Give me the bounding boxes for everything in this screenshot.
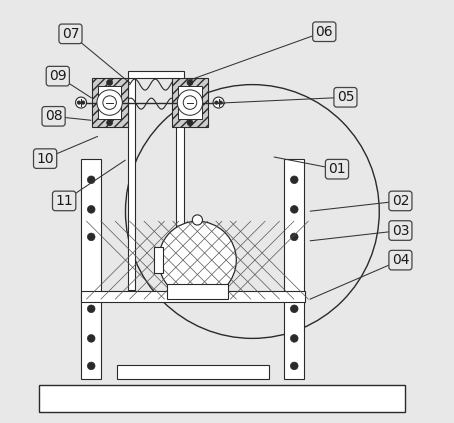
Circle shape — [81, 101, 85, 104]
Text: 01: 01 — [328, 162, 346, 176]
Circle shape — [88, 362, 95, 370]
Text: 04: 04 — [392, 253, 409, 267]
Circle shape — [88, 335, 95, 342]
Circle shape — [97, 90, 122, 115]
Circle shape — [213, 97, 224, 108]
Text: 03: 03 — [392, 223, 409, 238]
Circle shape — [178, 90, 202, 115]
Circle shape — [291, 335, 298, 342]
Circle shape — [187, 120, 193, 126]
Bar — [154, 247, 163, 273]
Bar — [284, 159, 305, 379]
Circle shape — [187, 80, 193, 85]
Bar — [128, 78, 135, 290]
Circle shape — [291, 305, 298, 313]
Circle shape — [291, 176, 298, 184]
Bar — [81, 291, 305, 302]
Bar — [98, 86, 121, 119]
Circle shape — [77, 101, 81, 104]
Bar — [176, 78, 184, 290]
Bar — [81, 159, 101, 379]
Bar — [128, 71, 184, 78]
Text: 07: 07 — [62, 27, 79, 41]
Bar — [117, 365, 269, 379]
Circle shape — [88, 176, 95, 184]
Text: 08: 08 — [45, 109, 62, 124]
Text: 10: 10 — [36, 151, 54, 166]
Text: 05: 05 — [337, 90, 354, 104]
Circle shape — [88, 233, 95, 241]
Circle shape — [192, 215, 202, 225]
Text: 09: 09 — [49, 69, 67, 83]
Circle shape — [183, 96, 197, 110]
Circle shape — [107, 120, 113, 126]
Circle shape — [291, 206, 298, 213]
Circle shape — [107, 80, 113, 85]
Circle shape — [291, 362, 298, 370]
Circle shape — [88, 305, 95, 313]
Circle shape — [75, 97, 87, 108]
Bar — [172, 78, 208, 127]
Bar — [39, 385, 405, 412]
Circle shape — [88, 206, 95, 213]
Text: 02: 02 — [392, 194, 409, 208]
Text: 11: 11 — [55, 194, 73, 208]
Circle shape — [219, 101, 222, 104]
Circle shape — [215, 101, 218, 104]
Bar — [167, 284, 228, 299]
Circle shape — [158, 221, 236, 299]
Circle shape — [103, 96, 116, 110]
Text: 06: 06 — [316, 25, 333, 39]
Circle shape — [291, 233, 298, 241]
Bar — [178, 86, 202, 119]
Bar — [92, 78, 128, 127]
